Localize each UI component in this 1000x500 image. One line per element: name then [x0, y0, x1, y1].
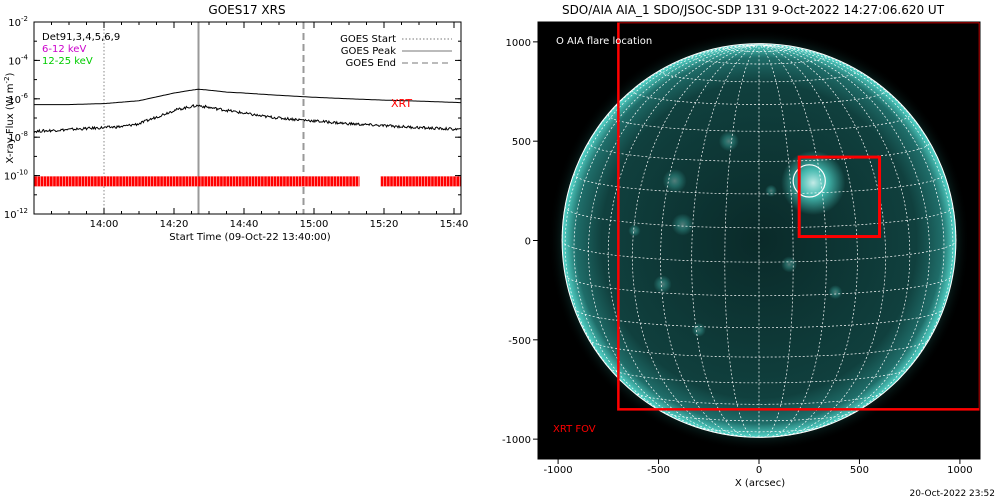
- longitude-line: [758, 44, 911, 436]
- aia-image-area: [548, 22, 980, 452]
- longitude-line: [588, 44, 760, 434]
- aia-flare-location-label: O AIA flare location: [556, 36, 652, 47]
- longitude-line: [691, 44, 760, 438]
- goes-xrs-panel: GOES17 XRS X-ray Flux (W m-2) 14:00 14:20…: [3, 3, 468, 243]
- aia-y-tick-label: -500: [508, 336, 531, 347]
- longitude-line: [758, 44, 957, 241]
- longitude-line: [758, 44, 930, 434]
- band-high-label: 12-25 keV: [42, 56, 93, 67]
- xrt-coverage-bar-1: [34, 176, 360, 187]
- goes-y-tick-label: 10-6: [8, 92, 28, 106]
- aia-image-title: SDO/AIA AIA_1 SDO/JSOC-SDP 131 9-Oct-202…: [562, 3, 945, 17]
- latitude-line: [588, 142, 930, 162]
- goes-series-2-line: [34, 104, 461, 134]
- longitude-line: [573, 44, 760, 430]
- latitude-line: [660, 71, 858, 83]
- goes-y-tick-label: 10-8: [8, 130, 28, 144]
- aia-x-tick-label: -1000: [544, 465, 573, 476]
- band-low-label: 6-12 keV: [42, 44, 86, 55]
- xrt-coverage-bar-2: [380, 176, 461, 187]
- longitude-line: [758, 44, 954, 406]
- xrt-fov-box: [617, 22, 980, 411]
- legend-goes-start: GOES Start: [340, 34, 396, 45]
- longitude-line: [561, 44, 760, 241]
- active-region: [628, 224, 641, 237]
- active-region: [653, 275, 672, 294]
- region-of-interest-box: [797, 155, 882, 239]
- aia-y-tick-label: 1000: [506, 38, 531, 49]
- longitude-line: [758, 44, 858, 438]
- active-region: [671, 213, 694, 236]
- goes-x-tick-label: 15:20: [370, 219, 399, 230]
- flare-location-marker: [792, 164, 826, 198]
- longitude-line: [564, 44, 760, 406]
- xrt-label: XRT: [391, 97, 412, 110]
- longitude-line: [758, 44, 945, 430]
- xrt-coverage-marks: [34, 176, 461, 187]
- flare-brightening: [781, 150, 846, 216]
- goes-x-axis-label: Start Time (09-Oct-22 13:40:00): [169, 232, 330, 243]
- goes-y-tick-label: 10-4: [8, 53, 28, 67]
- active-region: [828, 285, 843, 300]
- goes-y-tick-label: 10-10: [4, 169, 28, 183]
- longitude-line: [632, 44, 760, 437]
- goes-x-tick-label: 14:40: [230, 219, 259, 230]
- latitude-line: [608, 367, 910, 384]
- goes-chart-title: GOES17 XRS: [208, 3, 285, 17]
- goes-x-tick-label: 15:40: [440, 219, 469, 230]
- goes-x-tick-label: 14:20: [160, 219, 189, 230]
- aia-y-tick-label: -1000: [502, 435, 531, 446]
- goes-y-tick-label: 10-12: [4, 207, 28, 221]
- goes-y-axis-label-exp: -2: [3, 76, 11, 83]
- aia-x-tick-label: 1000: [947, 465, 972, 476]
- aia-y-tick-label: 0: [525, 237, 531, 248]
- heliographic-grid: [561, 44, 957, 438]
- aia-x-axis-label: X (arcsec): [735, 478, 785, 489]
- longitude-line: [758, 44, 886, 437]
- aia-y-tick-label: 500: [512, 137, 531, 148]
- aia-x-tick-label: -500: [647, 465, 670, 476]
- goes-y-axis-label-end: ): [5, 72, 16, 76]
- aia-x-ticks: -1000 -500 0 500 1000: [544, 459, 973, 476]
- goes-legend: GOES Start GOES Peak GOES End: [340, 34, 452, 69]
- goes-y-tick-label: 10-2: [8, 15, 28, 29]
- active-region: [781, 256, 798, 273]
- aia-y-ticks: 1000 500 0 -500 -1000: [502, 38, 538, 446]
- active-region: [691, 322, 706, 337]
- aia-x-tick-label: 500: [850, 465, 869, 476]
- longitude-line: [660, 44, 760, 438]
- goes-y-ticks: 10-2 10-4 10-6 10-8 10-10 10-12: [4, 15, 461, 221]
- goes-x-tick-label: 14:00: [90, 219, 119, 230]
- active-region: [765, 184, 778, 197]
- active-region: [662, 168, 687, 193]
- goes-y-axis-label: X-ray Flux (W m-2): [3, 72, 16, 163]
- xrt-fov-label: XRT FOV: [553, 424, 596, 435]
- active-region: [718, 131, 739, 152]
- aia-x-tick-label: 0: [756, 465, 762, 476]
- longitude-line: [607, 44, 760, 436]
- legend-goes-end: GOES End: [346, 58, 396, 69]
- legend-goes-peak: GOES Peak: [341, 46, 396, 57]
- solar-limb: [561, 43, 957, 438]
- goes-series-1-line: [34, 88, 461, 106]
- longitude-line: [758, 44, 827, 438]
- goes-x-ticks: 14:00 14:20 14:40 15:00 15:20 15:40: [33, 22, 469, 230]
- aia-image-panel: SDO/AIA AIA_1 SDO/JSOC-SDP 131 9-Oct-202…: [502, 3, 981, 489]
- goes-x-tick-label: 15:00: [300, 219, 329, 230]
- goes-plot-area: [34, 22, 461, 214]
- goes-y-axis-label-main: X-ray Flux (W m: [5, 83, 16, 163]
- detector-list-label: Det91,3,4,5,6,9: [42, 32, 120, 43]
- footer-timestamp: 20-Oct-2022 23:52: [910, 489, 995, 499]
